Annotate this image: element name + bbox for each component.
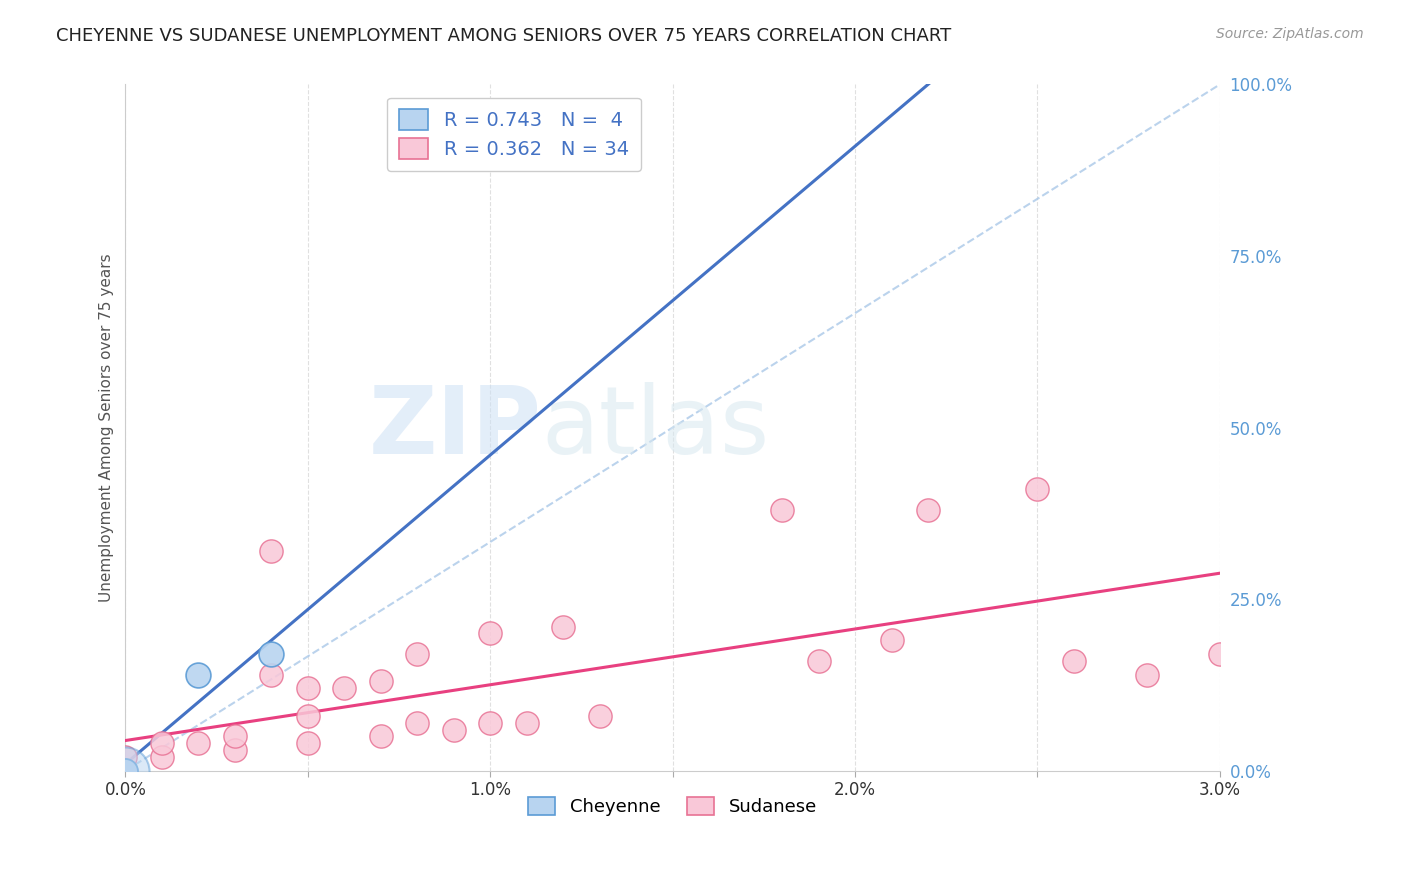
Point — [479, 715, 502, 730]
Text: atlas: atlas — [541, 382, 769, 474]
Legend: Cheyenne, Sudanese: Cheyenne, Sudanese — [522, 790, 824, 823]
Point — [1063, 654, 1085, 668]
Point — [297, 736, 319, 750]
Point — [370, 674, 392, 689]
Point — [260, 667, 283, 681]
Point — [114, 764, 136, 778]
Point — [443, 723, 465, 737]
Text: Source: ZipAtlas.com: Source: ZipAtlas.com — [1216, 27, 1364, 41]
Point — [1026, 483, 1049, 497]
Point — [187, 667, 209, 681]
Point — [114, 764, 136, 778]
Point — [807, 654, 830, 668]
Point — [260, 647, 283, 661]
Point — [150, 750, 173, 764]
Point — [224, 730, 246, 744]
Point — [770, 503, 793, 517]
Point — [114, 764, 136, 778]
Point — [406, 647, 429, 661]
Text: ZIP: ZIP — [368, 382, 541, 474]
Point — [187, 736, 209, 750]
Point — [406, 715, 429, 730]
Point — [297, 681, 319, 696]
Point — [114, 764, 136, 778]
Point — [224, 743, 246, 757]
Point — [1209, 647, 1232, 661]
Y-axis label: Unemployment Among Seniors over 75 years: Unemployment Among Seniors over 75 years — [100, 253, 114, 602]
Point — [260, 544, 283, 558]
Point — [553, 619, 575, 633]
Point — [1136, 667, 1159, 681]
Point — [516, 715, 538, 730]
Point — [333, 681, 356, 696]
Text: CHEYENNE VS SUDANESE UNEMPLOYMENT AMONG SENIORS OVER 75 YEARS CORRELATION CHART: CHEYENNE VS SUDANESE UNEMPLOYMENT AMONG … — [56, 27, 952, 45]
Point — [150, 736, 173, 750]
Point — [589, 708, 612, 723]
Point — [114, 764, 136, 778]
Point — [114, 764, 136, 778]
Point — [917, 503, 939, 517]
Point — [880, 633, 903, 648]
Point — [114, 750, 136, 764]
Point — [479, 626, 502, 640]
Point — [114, 764, 136, 778]
Point — [297, 708, 319, 723]
Point — [370, 730, 392, 744]
